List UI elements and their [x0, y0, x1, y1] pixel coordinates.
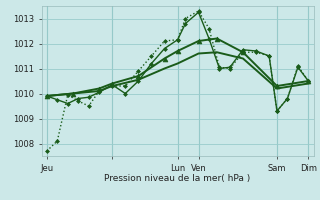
X-axis label: Pression niveau de la mer( hPa ): Pression niveau de la mer( hPa ) [104, 174, 251, 183]
